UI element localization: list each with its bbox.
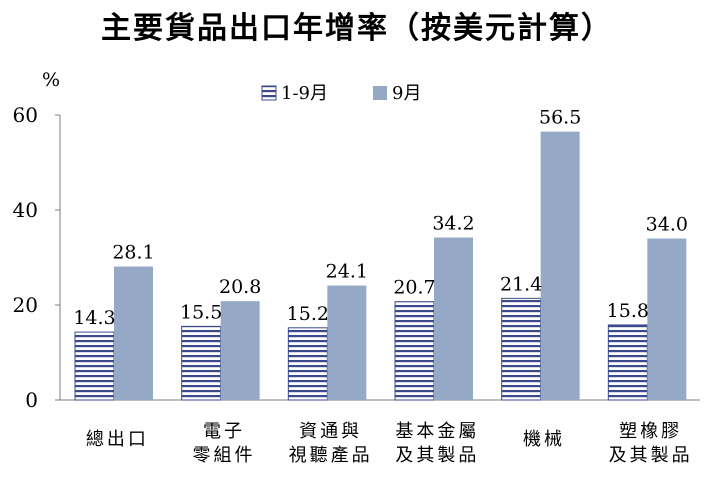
chart-title: 主要貨品出口年增率（按美元計算） — [101, 11, 613, 46]
bar-series1-0 — [74, 331, 115, 401]
data-label: 15.8 — [607, 300, 649, 322]
bar-series1-3 — [394, 301, 435, 401]
data-label: 24.1 — [326, 261, 368, 283]
data-label: 14.3 — [73, 307, 115, 329]
bars — [74, 131, 687, 401]
legend-swatch — [373, 86, 387, 100]
category-label: 塑橡膠 — [619, 421, 682, 442]
data-labels: 14.3 15.5 15.2 20.7 21.4 15.8 28.1 20.8 24.1 34.2… — [73, 107, 688, 329]
y-tick-label: 60 — [13, 103, 38, 127]
category-label: 零組件 — [193, 445, 256, 466]
y-tick-label: 0 — [25, 388, 38, 412]
axes: 0 20 40 60 — [13, 103, 700, 412]
category-label: 基本金屬 — [395, 421, 479, 442]
bar-series2-1 — [220, 301, 260, 400]
category-label: 視聽產品 — [289, 445, 373, 466]
bar-series1-5 — [607, 324, 648, 401]
data-label: 20.8 — [219, 276, 261, 298]
y-tick-label: 20 — [13, 293, 38, 317]
y-tick-label: 40 — [13, 198, 38, 222]
data-label: 56.5 — [539, 107, 581, 129]
category-label: 資通與 — [299, 421, 362, 442]
data-label: 34.2 — [432, 213, 474, 235]
data-label: 21.4 — [500, 273, 542, 295]
category-label: 總出口 — [86, 429, 149, 450]
bar-series2-4 — [540, 131, 580, 400]
legend: 1-9月 9月 — [261, 83, 421, 104]
category-label: 及其製品 — [609, 445, 693, 466]
legend-label: 1-9月 — [281, 83, 328, 104]
legend-swatch — [261, 85, 277, 101]
data-label: 34.0 — [646, 214, 688, 236]
category-label: 電子 — [203, 421, 245, 442]
legend-label: 9月 — [392, 83, 421, 104]
category-label: 機械 — [523, 429, 565, 450]
bar-series2-3 — [434, 237, 473, 400]
data-label: 20.7 — [393, 277, 435, 299]
category-label: 及其製品 — [395, 445, 479, 466]
bar-series1-4 — [501, 297, 542, 401]
bar-series1-2 — [287, 327, 328, 401]
y-axis-unit: % — [42, 69, 60, 91]
data-label: 15.5 — [180, 301, 222, 323]
bar-series2-5 — [647, 238, 687, 400]
data-label: 15.2 — [287, 303, 329, 325]
bar-series2-2 — [327, 285, 367, 400]
bar-series2-0 — [114, 266, 153, 400]
data-label: 28.1 — [112, 242, 154, 264]
bar-series1-1 — [181, 325, 222, 401]
